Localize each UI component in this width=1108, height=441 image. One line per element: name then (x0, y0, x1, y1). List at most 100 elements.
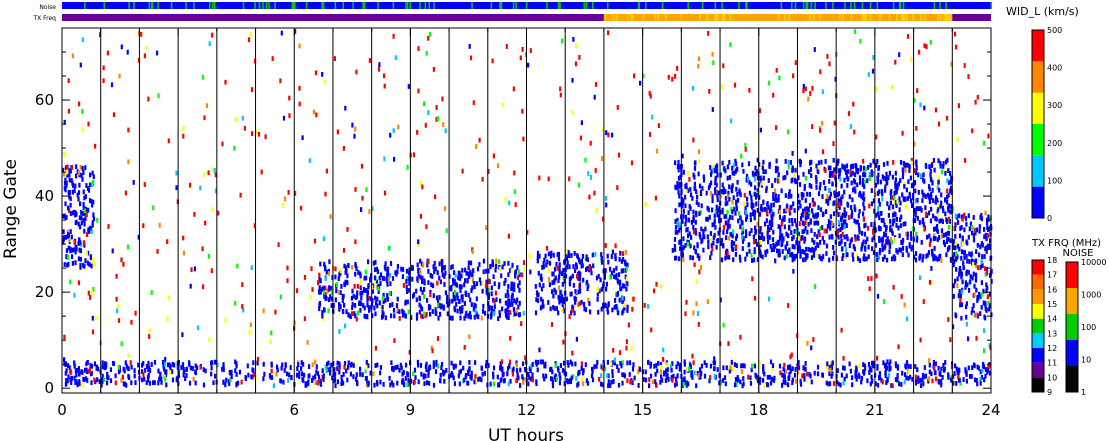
echo-cell (758, 235, 761, 240)
echo-cell (910, 236, 913, 241)
echo-cell (482, 269, 485, 275)
scatter-cell (577, 182, 581, 188)
scatter-cell (928, 358, 931, 363)
scatter-cell (758, 108, 761, 114)
echo-cell (861, 195, 864, 201)
x-tick-label: 9 (406, 401, 416, 419)
echo-cell (971, 307, 974, 312)
echo-cell (480, 377, 483, 383)
echo-cell (803, 366, 806, 372)
echo-cell (364, 269, 367, 275)
echo-cell (165, 382, 168, 388)
echo-cell (709, 237, 712, 243)
echo-cell (660, 374, 663, 380)
echo-cell (67, 190, 70, 195)
echo-cell (837, 381, 840, 387)
echo-cell (596, 359, 599, 365)
scatter-cell (471, 249, 474, 254)
scatter-cell (201, 75, 205, 80)
scatter-cell (584, 157, 587, 163)
scatter-cell (588, 194, 591, 200)
echo-cell (605, 286, 608, 292)
echo-cell (845, 211, 848, 217)
noise-flag (242, 2, 245, 9)
echo-cell (424, 364, 427, 370)
echo-cell (825, 380, 828, 386)
echo-cell (801, 229, 804, 235)
scatter-cell (383, 73, 386, 79)
echo-cell (934, 361, 937, 367)
echo-cell (711, 198, 714, 204)
scatter-cell (642, 73, 645, 79)
echo-cell (230, 374, 233, 380)
echo-cell (778, 214, 782, 220)
echo-cell (896, 373, 899, 378)
echo-cell (458, 271, 461, 276)
echo-cell (674, 230, 677, 235)
echo-cell (452, 291, 455, 297)
echo-cell (459, 360, 462, 366)
echo-cell (281, 362, 284, 368)
echo-cell (527, 372, 530, 377)
echo-cell (607, 379, 610, 385)
echo-cell (726, 175, 729, 181)
scatter-cell (601, 365, 604, 371)
echo-cell (460, 273, 463, 279)
echo-cell (354, 376, 358, 382)
scatter-cell (257, 131, 261, 137)
scatter-cell (983, 348, 986, 354)
scatter-cell (325, 168, 328, 174)
echo-cell (699, 234, 702, 240)
scatter-cell (333, 56, 336, 61)
echo-cell (984, 306, 987, 312)
scatter-cell (986, 270, 989, 276)
echo-cell (689, 187, 692, 192)
echo-cell (590, 270, 593, 276)
echo-cell (229, 370, 232, 376)
echo-cell (681, 200, 684, 206)
echo-cell (73, 363, 76, 369)
echo-cell (777, 172, 780, 177)
echo-cell (387, 276, 390, 282)
echo-cell (941, 219, 944, 224)
echo-cell (962, 377, 965, 382)
echo-cell (345, 309, 348, 314)
echo-cell (882, 162, 886, 167)
echo-cell (772, 247, 775, 252)
echo-cell (699, 367, 702, 373)
scatter-cell (853, 129, 856, 135)
noise-colorbar-title: NOISE (1063, 248, 1094, 259)
echo-cell (806, 206, 809, 212)
echo-cell (722, 243, 725, 249)
echo-cell (558, 299, 561, 305)
echo-cell (335, 288, 338, 294)
echo-cell (904, 204, 907, 210)
echo-cell (983, 254, 986, 259)
echo-cell (582, 302, 586, 307)
echo-cell (829, 225, 832, 231)
scatter-cell (804, 148, 807, 154)
echo-cell (612, 268, 616, 273)
echo-cell (70, 247, 73, 253)
echo-cell (490, 291, 493, 297)
echo-cell (915, 232, 918, 237)
echo-cell (838, 174, 841, 180)
echo-cell (781, 372, 784, 378)
txfreq-flicker (850, 14, 853, 21)
echo-cell (728, 159, 731, 165)
echo-cell (716, 172, 719, 178)
txfreq-flicker (906, 14, 908, 21)
echo-cell (797, 248, 800, 254)
echo-cell (321, 374, 324, 380)
echo-cell (853, 186, 856, 192)
noise-flag (305, 2, 308, 9)
echo-cell (614, 256, 617, 262)
scatter-cell (309, 294, 312, 300)
echo-cell (120, 378, 123, 383)
echo-cell (386, 269, 389, 275)
echo-cell (772, 196, 775, 201)
echo-cell (354, 263, 357, 269)
echo-cell (784, 193, 787, 198)
echo-cell (92, 258, 95, 263)
echo-cell (979, 265, 982, 270)
